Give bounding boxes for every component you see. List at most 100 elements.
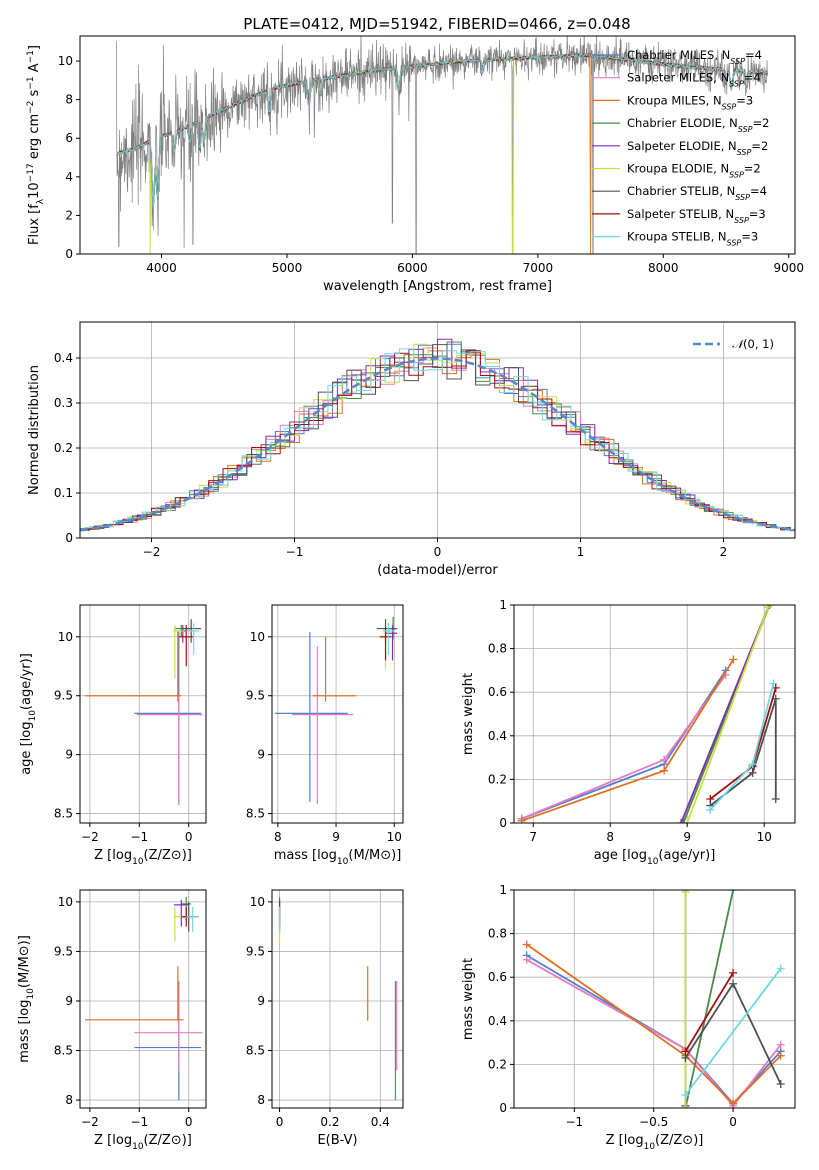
x-tick-label: 8	[606, 830, 614, 844]
panel-age-vs-mass: 8 9 10 8.5 9 9.5 10 mass [log10(M/M⊙)]	[246, 604, 404, 867]
mass-weight-marker	[771, 795, 780, 804]
y-tick-label: 9	[65, 994, 73, 1008]
mass-weight-marker	[729, 968, 738, 977]
x-tick-label: −2	[143, 545, 161, 559]
mass-weight-line	[684, 967, 782, 1096]
y-tick-label: 0.4	[488, 729, 507, 743]
y-tick-label: 8.5	[246, 807, 265, 821]
mass-weight-marker	[677, 819, 686, 823]
mass-vs-z-plot: −2 −1 0 8 8.5 9 9.5 10 Z [log10(Z/Z⊙)] mass [log1…	[17, 889, 207, 1152]
age-vs-mass-plot: 8 9 10 8.5 9 9.5 10 mass [log10(M/M⊙)]	[246, 604, 404, 867]
y-tick-label: 0.8	[488, 642, 507, 656]
mass-weight-marker	[776, 964, 785, 973]
y-tick-label: 9.5	[54, 944, 73, 958]
x-tick-label: 9	[332, 830, 340, 844]
y-tick-label: 0.6	[488, 970, 507, 984]
panel-residuals: −2 −1 0 1 2 0 0.1 0.2 0.3 0.4 (data-model)/error No…	[27, 321, 796, 578]
plot-area	[278, 896, 398, 1101]
mass-weight-line	[709, 698, 777, 807]
y-tick-label: 4	[65, 170, 73, 184]
mass-weight-marker	[522, 955, 531, 964]
y-tick-label: 9.5	[54, 689, 73, 703]
mass-vs-ebv-plot: 0 0.2 0.4 8 8.5 9 9.5 10 E(B-V)	[246, 889, 404, 1148]
y-axis-label: Normed distribution	[27, 365, 42, 495]
mass-weight-marker	[764, 605, 773, 612]
y-tick-label: 9	[257, 748, 265, 762]
panel-spectrum: 4000 5000 6000 7000 8000 9000 0 2 4 6 8 10 wavelengt…	[26, 35, 804, 294]
mass-weight-marker	[681, 1104, 690, 1108]
legend-entry: Kroupa STELIB, NSSP=3	[627, 230, 758, 248]
axes-frame	[271, 889, 404, 1109]
residuals-plot: −2 −1 0 1 2 0 0.1 0.2 0.3 0.4 (data-model)/error No…	[27, 321, 796, 578]
y-tick-label: 0.8	[488, 927, 507, 941]
y-tick-label: 6	[65, 131, 73, 145]
panel-mass-vs-ebv: 0 0.2 0.4 8 8.5 9 9.5 10 E(B-V)	[246, 889, 404, 1148]
y-tick-label: 0	[65, 531, 73, 545]
x-axis-label: E(B-V)	[317, 1133, 357, 1148]
spectrum-legend: Chabrier MILES, NSSP=4 Salpeter MILES, NS…	[592, 48, 769, 247]
y-tick-label: 0.4	[54, 351, 73, 365]
plot-area	[522, 890, 785, 1108]
y-axis-label: mass weight	[461, 673, 476, 755]
y-tick-label: 0.3	[54, 396, 73, 410]
plot-area	[517, 605, 780, 823]
x-axis-label: Z [log10(Z/Z⊙)]	[606, 1133, 704, 1152]
y-tick-label: 0	[499, 1101, 507, 1115]
mass-weight-marker	[681, 1047, 690, 1056]
y-tick-label: 0.6	[488, 685, 507, 699]
x-tick-label: −0.5	[639, 1115, 668, 1129]
mass-weight-line	[526, 943, 782, 1105]
mass-weight-line	[521, 674, 727, 820]
x-axis-label: (data-model)/error	[377, 563, 498, 578]
mass-weight-marker	[660, 766, 669, 775]
y-tick-label: 9	[257, 994, 265, 1008]
mass-weight-line	[684, 890, 734, 1108]
panel-mass-vs-Z: −2 −1 0 8 8.5 9 9.5 10 Z [log10(Z/Z⊙)] mass [log1…	[17, 889, 207, 1152]
plot-area	[80, 338, 795, 533]
y-tick-label: 8.5	[54, 807, 73, 821]
y-axis-label: mass [log10(M/M⊙)]	[17, 935, 36, 1063]
x-tick-label: 7	[529, 830, 537, 844]
y-tick-label: 8.5	[246, 1044, 265, 1058]
legend-entry: Salpeter MILES, NSSP=4	[627, 71, 761, 89]
mass-weight-marker	[522, 940, 531, 949]
plot-area	[274, 616, 398, 805]
x-tick-label: 6000	[397, 261, 428, 275]
axes-frame	[513, 889, 796, 1109]
mass-weight-line	[684, 972, 734, 1052]
plot-area	[115, 36, 768, 254]
mass-weight-vs-z-plot: −1 −0.5 0 0 0.2 0.4 0.6 0.8 1 Z [log10(Z/Z⊙)] mass…	[461, 883, 796, 1152]
mass-weight-marker	[706, 805, 715, 814]
figure-title: PLATE=0412, MJD=51942, FIBERID=0466, z=0…	[243, 15, 630, 33]
x-axis-label: age [log10(age/yr)]	[594, 848, 716, 867]
legend-entry: 𝒩(0, 1)	[732, 337, 774, 351]
x-tick-label: −1	[130, 1115, 148, 1129]
x-tick-label: 0.2	[320, 1115, 339, 1129]
mass-weight-marker	[748, 760, 757, 769]
residual-histogram	[80, 344, 795, 531]
x-tick-label: 8000	[648, 261, 679, 275]
axes-frame	[79, 604, 207, 824]
y-tick-label: 0	[65, 247, 73, 261]
x-tick-label: 8	[274, 830, 282, 844]
mass-weight-vs-age-plot: 7 8 9 10 0 0.2 0.4 0.6 0.8 1 age [log10(age/yr)] ma…	[461, 598, 796, 867]
mass-weight-marker	[683, 819, 692, 823]
legend-entry: Kroupa ELODIE, NSSP=2	[627, 162, 761, 180]
x-tick-label: −2	[81, 830, 99, 844]
mass-weight-line	[521, 659, 735, 822]
y-tick-label: 9.5	[246, 689, 265, 703]
y-tick-label: 10	[58, 54, 73, 68]
y-tick-label: 10	[250, 895, 265, 909]
axes-frame	[513, 604, 796, 824]
panel-age-vs-Z: −2 −1 0 8.5 9 9.5 10 Z [log10(Z/Z⊙)] age [log10(…	[19, 604, 207, 867]
mass-weight-marker	[679, 819, 688, 823]
mass-weight-marker	[729, 1099, 738, 1108]
y-tick-label: 8	[65, 1093, 73, 1107]
x-tick-label: 0.4	[371, 1115, 390, 1129]
mass-weight-marker	[681, 1090, 690, 1099]
axes-frame	[79, 889, 207, 1109]
spectrum-plot: 4000 5000 6000 7000 8000 9000 0 2 4 6 8 10 wavelengt…	[26, 35, 804, 294]
y-tick-label: 10	[58, 895, 73, 909]
y-axis-label: Flux [fλ10−17 erg cm−2 s−1 A−1]	[26, 45, 46, 245]
